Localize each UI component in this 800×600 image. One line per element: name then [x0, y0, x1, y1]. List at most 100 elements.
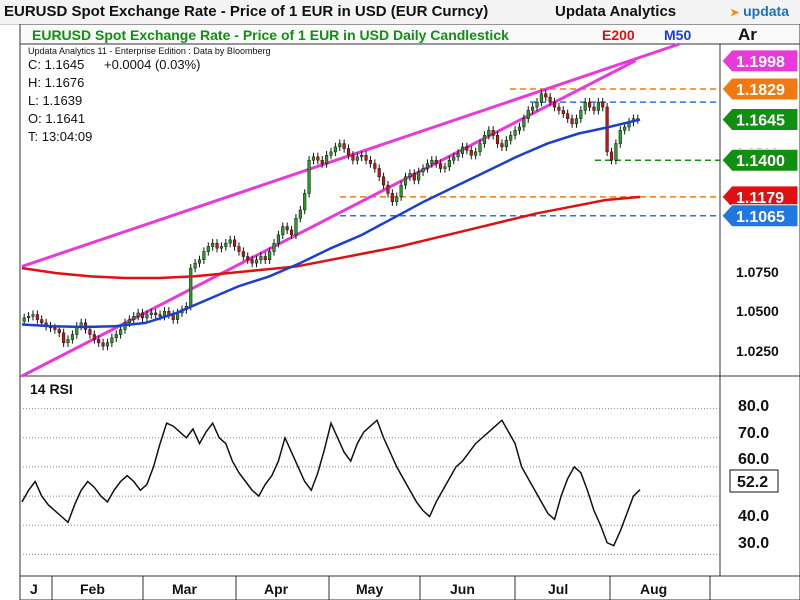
ohlc-low: L: 1.1639	[28, 93, 82, 108]
price-label-text: 1.1065	[736, 209, 785, 226]
candle-body	[605, 106, 609, 153]
candle-body	[561, 110, 565, 114]
rsi-panel[interactable]	[19, 375, 721, 577]
month-label: Jul	[548, 581, 568, 597]
window-title: EURUSD Spot Exchange Rate - Price of 1 E…	[4, 3, 489, 20]
candle-body	[390, 193, 394, 202]
price-label-text: 1.1645	[736, 113, 785, 130]
logo-arrow-icon: ➤	[730, 7, 740, 19]
price-tick-10750: 1.0750	[736, 264, 779, 280]
candle-body	[307, 159, 311, 194]
candle-body	[338, 143, 342, 148]
candle-body	[70, 334, 74, 340]
rsi-line	[21, 418, 641, 547]
candle-body	[127, 319, 131, 324]
price-label-text: 1.1829	[736, 82, 785, 99]
ohlc-open: O: 1.1641	[28, 111, 85, 126]
e200-line	[21, 195, 641, 280]
candle-body	[320, 159, 324, 164]
candle-body	[27, 315, 31, 319]
candle-body	[158, 314, 162, 317]
month-label: Jun	[450, 581, 475, 597]
candle-body	[197, 259, 202, 264]
candle-body	[623, 126, 627, 131]
price-label-box	[721, 77, 799, 101]
m50-line	[21, 118, 641, 329]
candle-body	[35, 314, 39, 320]
candle-body	[101, 342, 105, 347]
legend-m50: M50	[664, 27, 691, 43]
month-label: Mar	[172, 581, 197, 597]
candle-body	[360, 154, 364, 158]
candle-body	[149, 312, 153, 315]
candle-body	[447, 159, 451, 168]
candle-body	[193, 262, 197, 269]
candle-body	[202, 251, 206, 261]
edition-text: Updata Analytics 11 - Enterprise Edition…	[28, 46, 270, 56]
candle-body	[294, 218, 298, 236]
candle-body	[491, 130, 495, 136]
candle-body	[574, 118, 579, 124]
candle-body	[132, 315, 136, 320]
chart-svg[interactable]: EURUSD Spot Exchange Rate - Price of 1 E…	[0, 24, 800, 600]
candle-body	[119, 329, 123, 335]
candle-body	[254, 259, 259, 264]
candle-body	[237, 246, 241, 252]
candle-body	[97, 339, 101, 344]
candle-body	[399, 184, 403, 197]
candle-body	[136, 312, 140, 317]
rsi-tick-80: 80.0	[738, 398, 769, 415]
candle-body	[211, 242, 215, 247]
logo-text: updata	[743, 3, 789, 19]
candle-body	[268, 251, 272, 261]
corner-label: Ar	[738, 25, 757, 44]
candle-body	[289, 229, 294, 236]
candle-body	[110, 337, 114, 344]
ohlc-change: +0.0004 (0.03%)	[104, 57, 200, 72]
price-label-box	[721, 49, 799, 73]
price-label-box	[721, 204, 799, 228]
price-label-text: 1.1998	[736, 54, 785, 71]
candle-body	[421, 168, 425, 173]
candle-body	[105, 342, 110, 347]
candle-body	[552, 101, 557, 108]
ohlc-close: C: 1.1645	[28, 57, 84, 72]
chart-subtitle: EURUSD Spot Exchange Rate - Price of 1 E…	[32, 27, 509, 43]
candle-body	[539, 93, 543, 103]
candle-body	[417, 171, 421, 181]
price-tick-10250: 1.0250	[736, 343, 779, 359]
price-label-text: 1.1179	[736, 190, 784, 207]
candle-body	[368, 159, 373, 164]
candle-body	[500, 143, 504, 148]
candle-body	[614, 143, 618, 161]
candle-body	[377, 168, 381, 178]
candle-body	[40, 319, 44, 324]
candle-body	[478, 143, 482, 153]
candle-body	[588, 101, 592, 108]
candle-body	[31, 314, 35, 317]
candle-body	[495, 135, 500, 144]
candle-body	[57, 329, 61, 334]
month-label: Feb	[80, 581, 105, 597]
candle-body	[342, 143, 346, 149]
candle-body	[228, 239, 232, 244]
candle-body	[333, 146, 337, 153]
rsi-current-box	[729, 469, 779, 493]
candle-body	[316, 156, 320, 161]
candle-body	[154, 312, 158, 315]
chart-wrap: EURUSD Spot Exchange Rate - Price of 1 E…	[0, 24, 800, 600]
updata-logo: ➤ updata	[730, 3, 789, 19]
candle-body	[62, 332, 66, 344]
channel-upper-line	[21, 42, 680, 268]
month-label: J	[30, 581, 38, 597]
candle-body	[263, 256, 267, 261]
candle-body	[276, 234, 280, 244]
candle-body	[325, 154, 329, 164]
subtitle-row	[19, 24, 800, 45]
vendor-title: Updata Analytics	[555, 3, 677, 20]
candle-body	[346, 148, 351, 156]
rsi-tick-30: 30.0	[738, 535, 769, 552]
candle-body	[544, 93, 548, 98]
candle-body	[250, 259, 254, 264]
candle-body	[557, 106, 561, 111]
